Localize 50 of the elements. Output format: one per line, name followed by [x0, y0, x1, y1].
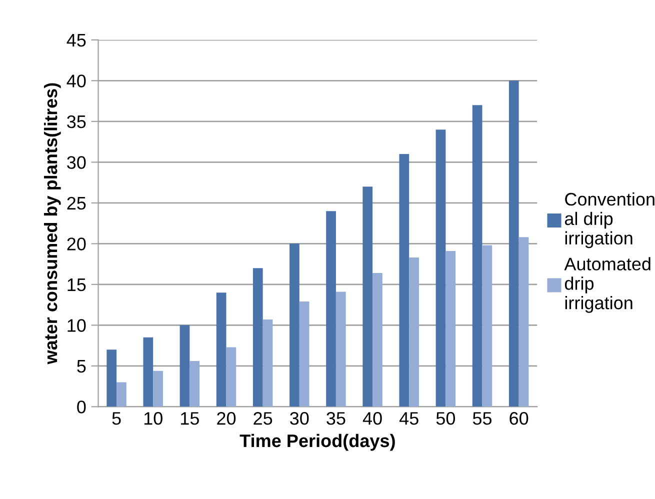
y-tick-label: 30 — [67, 156, 86, 169]
bar — [180, 325, 190, 407]
bar — [472, 105, 482, 407]
bar — [336, 292, 346, 407]
bar — [446, 251, 456, 407]
legend-label: Convention al drip irrigation — [564, 192, 654, 248]
x-tick-label: 55 — [472, 412, 492, 425]
bar — [508, 80, 519, 407]
bar — [226, 347, 236, 407]
y-tick-label: 25 — [67, 196, 86, 210]
y-tick-label: 35 — [67, 115, 86, 128]
x-tick-label: 45 — [399, 412, 418, 425]
bar — [143, 337, 154, 407]
y-tick-label: 15 — [68, 278, 86, 292]
x-tick-label: 15 — [181, 412, 199, 425]
legend-label: Automated drip irrigation — [564, 257, 650, 313]
y-tick-label: 0 — [77, 400, 86, 414]
x-tick-label: 60 — [510, 412, 528, 425]
bar — [518, 237, 529, 407]
x-tick-label: 25 — [254, 412, 272, 425]
bar — [190, 361, 200, 407]
bar — [399, 154, 410, 407]
bar — [106, 350, 117, 407]
x-tick-label: 35 — [326, 412, 346, 425]
x-tick-label: 30 — [290, 412, 309, 425]
y-tick-label: 10 — [68, 319, 86, 332]
bar — [299, 302, 310, 407]
bar — [436, 130, 446, 407]
y-axis-title: water consumed by plants(litres) — [44, 83, 61, 364]
x-tick-label: 5 — [112, 412, 121, 425]
bar — [262, 319, 273, 407]
bar — [252, 268, 263, 407]
bar — [409, 258, 419, 407]
x-tick-label: 20 — [217, 412, 236, 425]
y-tick-label: 20 — [67, 238, 86, 250]
bar — [326, 211, 336, 407]
x-tick-label: 40 — [362, 412, 382, 425]
bar — [153, 370, 163, 407]
bar — [216, 292, 226, 407]
y-tick-label: 45 — [66, 34, 86, 47]
bar — [362, 186, 373, 407]
x-tick-label: 10 — [144, 412, 162, 425]
bar — [372, 273, 382, 407]
x-tick-label: 50 — [436, 412, 456, 425]
bar — [482, 245, 492, 407]
y-tick-label: 5 — [77, 360, 86, 373]
bar — [290, 244, 300, 407]
y-tick-label: 40 — [66, 74, 86, 88]
x-axis-title: Time Period(days) — [240, 434, 395, 451]
bar — [116, 382, 126, 407]
